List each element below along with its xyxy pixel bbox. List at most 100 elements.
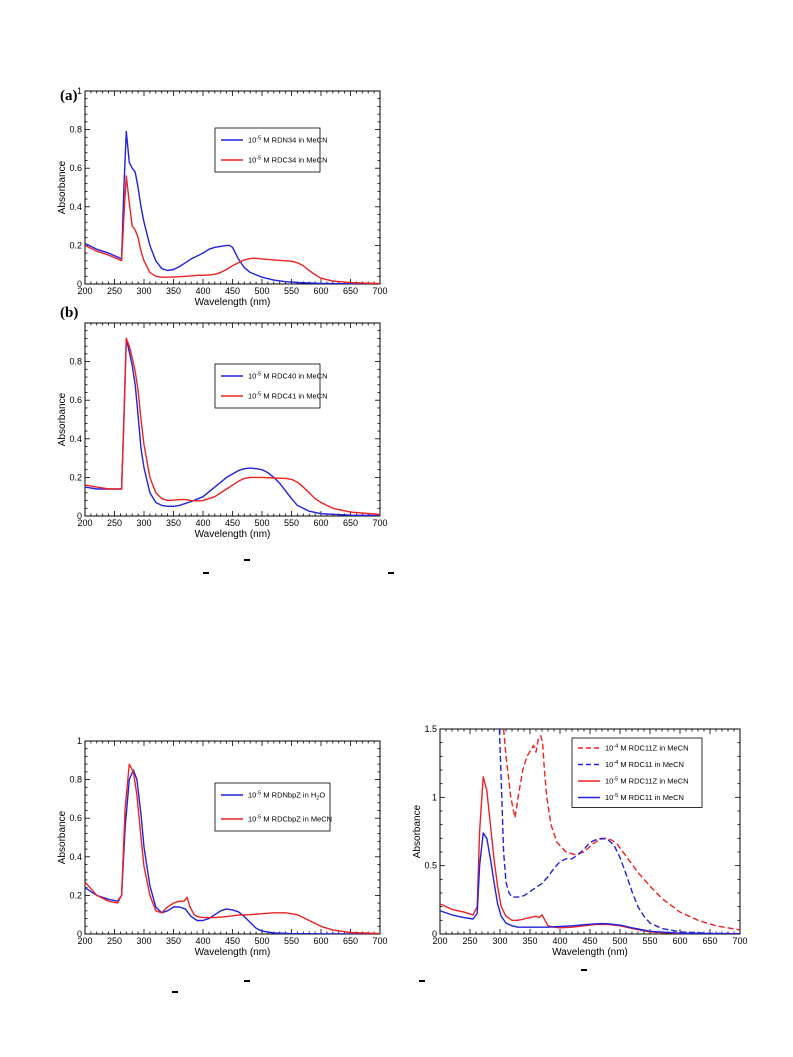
chart-a: 200 250 300 350 400 450 500 550 600 650 700 0 0.2 0.4… (55, 86, 390, 313)
x-tick-label: 200 (77, 518, 92, 528)
x-tick-label: 700 (372, 936, 387, 946)
x-tick-label: 600 (672, 936, 687, 946)
x-tick-label: 400 (195, 936, 210, 946)
y-tick-label: 0.8 (69, 125, 82, 135)
x-tick-label: 250 (107, 936, 122, 946)
x-axis-label: Wavelength (nm) (552, 947, 628, 958)
y-tick-label: 0.5 (424, 861, 437, 871)
x-tick-label: 650 (343, 286, 358, 296)
x-tick-label: 450 (225, 518, 240, 528)
stray-mark (244, 980, 250, 982)
x-tick-label: 200 (432, 936, 447, 946)
x-tick-label: 400 (195, 518, 210, 528)
x-tick-label: 550 (284, 518, 299, 528)
y-tick-label: 0.6 (69, 813, 82, 823)
y-tick-label: 0.4 (69, 434, 82, 444)
y-tick-label: 0 (77, 929, 82, 939)
x-tick-label: 300 (492, 936, 507, 946)
x-tick-label: 450 (225, 936, 240, 946)
legend-entry: 10-5 M RDC40 in MeCN (248, 372, 328, 381)
x-axis-label: Wavelength (nm) (195, 297, 271, 308)
x-tick-label: 450 (582, 936, 597, 946)
y-tick-label: 0.8 (69, 775, 82, 785)
x-tick-label: 600 (313, 286, 328, 296)
y-axis-label: Absorbance (57, 160, 68, 214)
legend-entry: 10-5 M RDCbpZ in MeCN (248, 815, 332, 824)
x-tick-label: 550 (642, 936, 657, 946)
x-axis-label: Wavelength (nm) (195, 947, 271, 958)
legend-box (214, 782, 331, 832)
y-tick-label: 0.2 (69, 890, 82, 900)
stray-mark (172, 991, 178, 993)
legend-entry: 10-5 M RDNbpZ in H2O (248, 791, 325, 802)
y-tick-label: 0 (77, 511, 82, 521)
legend-entry: 10-5 M RDC11 in MeCN (605, 793, 684, 802)
y-axis-label: Absorbance (412, 804, 423, 858)
x-tick-label: 300 (136, 286, 151, 296)
series-line (85, 175, 380, 284)
x-tick-label: 650 (702, 936, 717, 946)
x-tick-label: 550 (284, 936, 299, 946)
y-tick-label: 0.6 (69, 163, 82, 173)
x-tick-label: 300 (136, 936, 151, 946)
x-tick-label: 700 (372, 286, 387, 296)
y-tick-label: 0.8 (69, 357, 82, 367)
y-tick-label: 1 (77, 736, 82, 746)
y-tick-label: 0.4 (69, 852, 82, 862)
stray-mark (581, 969, 587, 971)
y-tick-label: 0.2 (69, 240, 82, 250)
panel-label-a: (a) (60, 88, 78, 104)
stray-mark (388, 572, 394, 574)
stray-mark (419, 980, 425, 982)
y-tick-label: 0.4 (69, 202, 82, 212)
y-tick-label: 0.6 (69, 395, 82, 405)
x-tick-label: 350 (166, 518, 181, 528)
legend-box (214, 127, 321, 173)
y-tick-label: 1 (432, 792, 437, 802)
legend-entry: 10-5 M RDN34 in MeCN (248, 136, 328, 145)
legend-entry: 10-5 M RDC11Z in MeCN (605, 777, 689, 786)
x-tick-label: 350 (166, 936, 181, 946)
x-tick-label: 500 (254, 518, 269, 528)
series-line (85, 769, 380, 934)
y-tick-label: 1 (77, 86, 82, 96)
chart-bpz: 200 250 300 350 400 450 500 550 600 650 700 0 0.2 0.4… (55, 736, 390, 963)
y-tick-label: 0 (77, 279, 82, 289)
x-axis-label: Wavelength (nm) (195, 529, 271, 540)
stray-mark (244, 559, 250, 561)
legend-entry: 10-5 M RDC41 in MeCN (248, 392, 328, 401)
x-tick-label: 350 (166, 286, 181, 296)
x-tick-label: 650 (343, 518, 358, 528)
plot-frame (84, 90, 381, 285)
x-tick-label: 350 (522, 936, 537, 946)
panel-label-b: (b) (60, 305, 79, 321)
x-tick-label: 500 (612, 936, 627, 946)
x-tick-label: 650 (343, 936, 358, 946)
x-tick-label: 250 (107, 286, 122, 296)
series-line (440, 776, 740, 934)
x-tick-label: 700 (372, 518, 387, 528)
series-line (498, 729, 740, 934)
x-tick-label: 400 (195, 286, 210, 296)
x-tick-label: 250 (107, 518, 122, 528)
x-tick-label: 400 (552, 936, 567, 946)
x-tick-label: 300 (136, 518, 151, 528)
x-tick-label: 500 (254, 936, 269, 946)
legend-entry: 10-4 M RDC11Z in MeCN (605, 744, 689, 753)
y-tick-label: 0.2 (69, 472, 82, 482)
x-tick-label: 250 (462, 936, 477, 946)
chart-rdc11: 200 250 300 350 400 450 500 550 600 650 700 0 0.5 1 1.… (412, 724, 748, 963)
x-tick-label: 450 (225, 286, 240, 296)
x-tick-label: 200 (77, 936, 92, 946)
x-tick-label: 700 (732, 936, 747, 946)
series-line (85, 130, 380, 284)
series-line (85, 337, 380, 516)
y-tick-label: 0 (432, 929, 437, 939)
x-tick-label: 600 (313, 518, 328, 528)
y-tick-label: 1.5 (424, 724, 437, 734)
legend-box (571, 737, 703, 808)
legend-entry: 10-5 M RDC34 in MeCN (248, 156, 328, 165)
y-axis-label: Absorbance (57, 392, 68, 446)
series-line (502, 729, 740, 931)
series-line (85, 763, 380, 934)
